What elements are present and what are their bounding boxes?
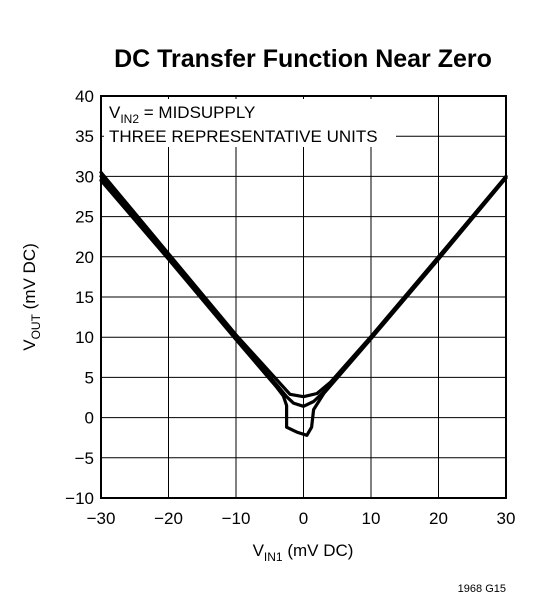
annotation-backdrop	[104, 99, 396, 147]
grid	[101, 96, 506, 498]
y-tick-label: 40	[75, 87, 94, 106]
annotation-box: VIN2 = MIDSUPPLY THREE REPRESENTATIVE UN…	[104, 99, 396, 147]
y-tick-label: 10	[75, 328, 94, 347]
plot-frame	[100, 95, 507, 499]
x-tick-label: −30	[87, 509, 116, 528]
y-tick-label: 20	[75, 248, 94, 267]
y-tick-label: −10	[65, 489, 94, 508]
y-tick-label: 0	[85, 409, 94, 428]
data-series	[99, 170, 508, 437]
x-tick-labels: −30 −20 −10 0 10 20 30	[87, 509, 516, 528]
series-line-3	[99, 176, 508, 437]
x-tick-label: 30	[497, 509, 516, 528]
x-axis-label: VIN1 (mV DC)	[253, 541, 354, 564]
y-tick-label: 25	[75, 208, 94, 227]
y-tick-label: 30	[75, 167, 94, 186]
y-tick-labels: −10 −5 0 5 10 15 20 25 30 35 40	[65, 87, 94, 508]
y-tick-label: 5	[85, 368, 94, 387]
annotation-line-2: THREE REPRESENTATIVE UNITS	[109, 127, 378, 146]
chart-title: DC Transfer Function Near Zero	[114, 45, 492, 73]
y-tick-label: 15	[75, 288, 94, 307]
figure-id: 1968 G15	[458, 583, 506, 595]
x-tick-label: −10	[222, 509, 251, 528]
x-tick-label: 10	[362, 509, 381, 528]
x-tick-label: −20	[154, 509, 183, 528]
y-axis-label: VOUT (mV DC)	[20, 243, 43, 351]
y-tick-label: −5	[75, 449, 94, 468]
x-tick-label: 0	[299, 509, 308, 528]
annotation-line-1: VIN2 = MIDSUPPLY	[109, 103, 255, 126]
x-tick-label: 20	[429, 509, 448, 528]
y-tick-label: 35	[75, 127, 94, 146]
